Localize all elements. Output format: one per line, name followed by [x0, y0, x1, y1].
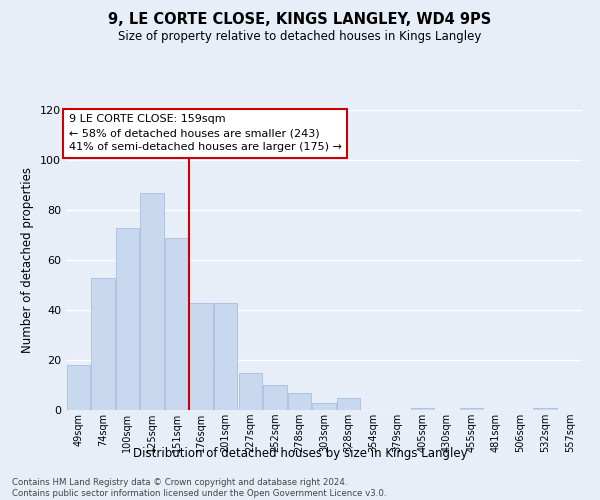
Text: 9, LE CORTE CLOSE, KINGS LANGLEY, WD4 9PS: 9, LE CORTE CLOSE, KINGS LANGLEY, WD4 9P… — [109, 12, 491, 28]
Bar — [263, 385, 287, 410]
Bar — [214, 302, 238, 410]
Bar — [190, 302, 213, 410]
Bar — [67, 365, 90, 410]
Bar — [460, 408, 483, 410]
Text: Contains HM Land Registry data © Crown copyright and database right 2024.
Contai: Contains HM Land Registry data © Crown c… — [12, 478, 386, 498]
Text: Distribution of detached houses by size in Kings Langley: Distribution of detached houses by size … — [133, 448, 467, 460]
Bar — [116, 228, 139, 410]
Bar — [239, 372, 262, 410]
Y-axis label: Number of detached properties: Number of detached properties — [22, 167, 34, 353]
Text: 9 LE CORTE CLOSE: 159sqm
← 58% of detached houses are smaller (243)
41% of semi-: 9 LE CORTE CLOSE: 159sqm ← 58% of detach… — [68, 114, 341, 152]
Bar — [533, 408, 557, 410]
Bar — [91, 278, 115, 410]
Bar — [288, 392, 311, 410]
Bar — [165, 238, 188, 410]
Bar — [410, 408, 434, 410]
Bar — [313, 402, 335, 410]
Bar — [140, 192, 164, 410]
Text: Size of property relative to detached houses in Kings Langley: Size of property relative to detached ho… — [118, 30, 482, 43]
Bar — [337, 398, 360, 410]
